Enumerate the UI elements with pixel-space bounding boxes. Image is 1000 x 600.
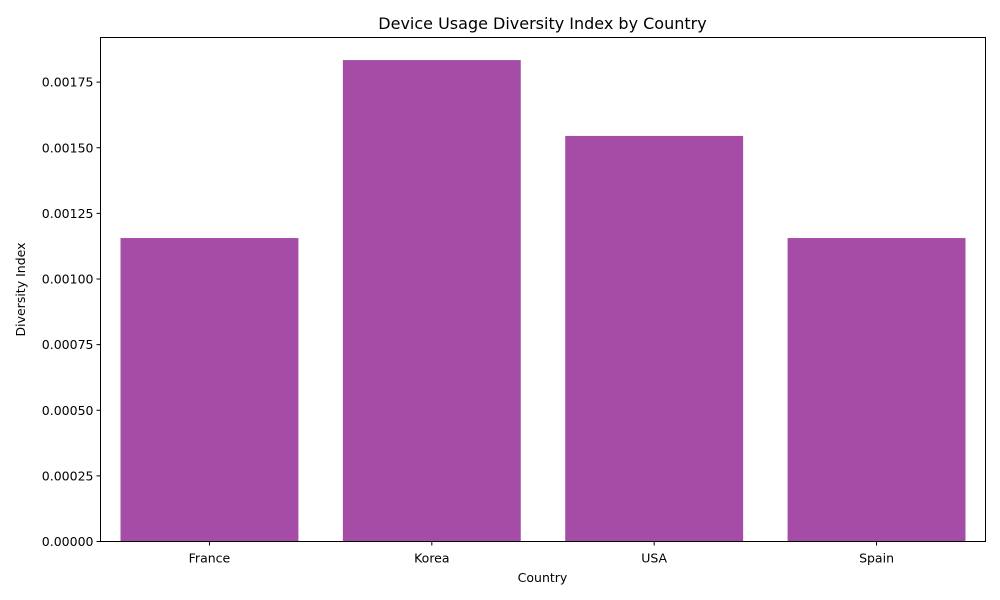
y-tick-label: 0.00175 xyxy=(42,75,94,90)
plot-frame xyxy=(100,37,986,542)
y-tick-label: 0.00050 xyxy=(42,403,94,418)
bar-spain xyxy=(787,238,966,542)
y-tick-label: 0.00075 xyxy=(42,337,94,352)
x-tick-label: USA xyxy=(641,551,667,566)
x-tick-label: Spain xyxy=(859,551,894,566)
y-axis-ticks: 0.00000 0.00025 0.00050 0.00075 0.00100 0.001… xyxy=(42,75,101,549)
y-tick-label: 0.00100 xyxy=(42,272,94,287)
bar-france xyxy=(120,238,299,542)
y-axis-label: Diversity Index xyxy=(13,243,28,337)
y-tick-label: 0.00000 xyxy=(42,534,94,549)
y-tick-label: 0.00025 xyxy=(42,468,94,483)
x-tick-label: Korea xyxy=(414,551,449,566)
y-tick-label: 0.00125 xyxy=(42,206,94,221)
bar-usa xyxy=(565,135,744,542)
x-axis-label: Country xyxy=(518,570,568,585)
bar-korea xyxy=(342,60,521,542)
x-tick-label: France xyxy=(189,551,231,566)
y-tick-label: 0.00150 xyxy=(42,140,94,155)
bars-group xyxy=(120,60,966,542)
x-axis-ticks: France Korea USA Spain xyxy=(189,541,894,566)
chart-title: Device Usage Diversity Index by Country xyxy=(378,14,706,33)
